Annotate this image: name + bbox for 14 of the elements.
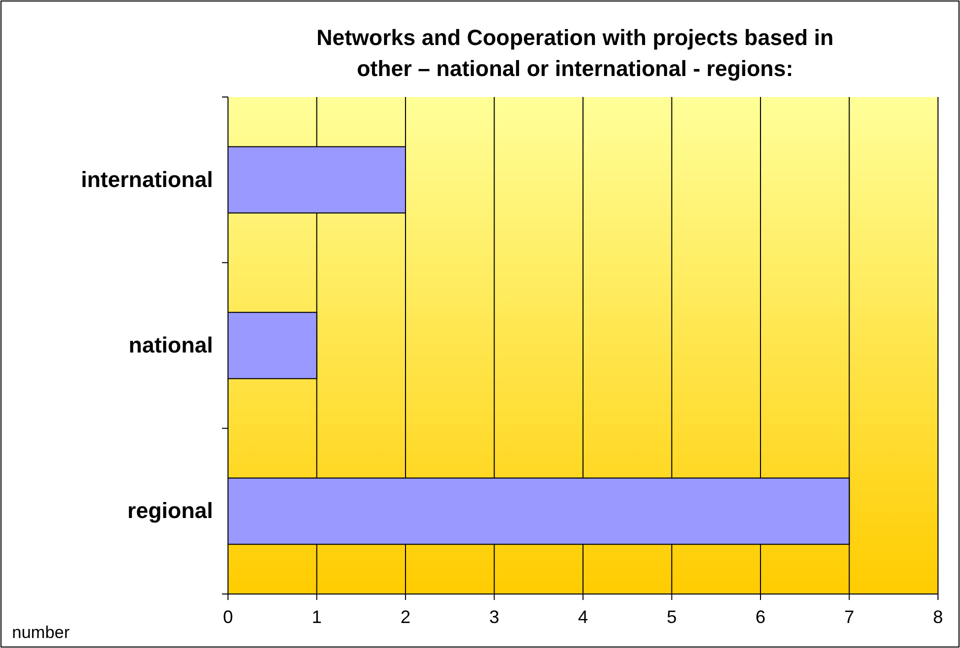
x-tick-label: 7 bbox=[844, 606, 854, 627]
x-axis-title: number bbox=[12, 623, 70, 642]
x-tick-label: 4 bbox=[578, 606, 588, 627]
chart-title: Networks and Cooperation with projects based in other – national or international - regions: bbox=[316, 25, 834, 81]
x-tick-label: 0 bbox=[222, 606, 234, 627]
y-tick-label: regional bbox=[127, 498, 213, 524]
y-tick-label: international bbox=[80, 166, 213, 192]
y-tick-label: national bbox=[128, 332, 213, 358]
x-tick-label: 5 bbox=[666, 606, 677, 627]
x-tick-label: 2 bbox=[400, 606, 411, 627]
x-tick-label: 3 bbox=[489, 606, 500, 627]
x-tick-label: 8 bbox=[932, 606, 944, 627]
x-tick-label: 6 bbox=[755, 606, 766, 627]
x-tick-label: 1 bbox=[312, 606, 322, 627]
